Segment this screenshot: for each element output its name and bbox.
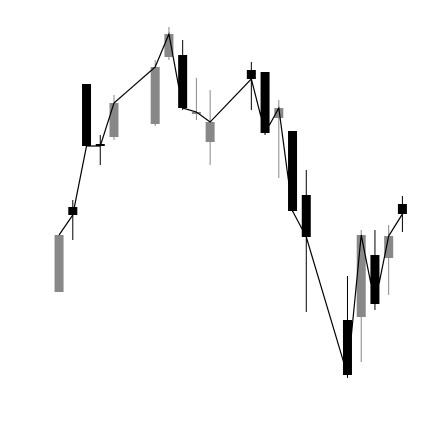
candle-body — [178, 55, 188, 108]
candle-body — [68, 207, 78, 215]
candle-body — [205, 122, 215, 142]
close-line — [58, 31, 403, 376]
candle-body — [370, 255, 380, 304]
candle-body — [342, 320, 352, 375]
candle-body — [260, 72, 270, 133]
candle-body — [274, 108, 284, 118]
candle-body — [356, 235, 366, 317]
candle-body — [191, 112, 201, 114]
candle-body — [54, 235, 64, 292]
candle-body — [82, 84, 92, 146]
candle-body — [288, 131, 298, 211]
candle-body — [109, 103, 119, 137]
candle-body — [164, 34, 174, 57]
candle-body — [150, 67, 160, 124]
candle-body — [397, 204, 407, 214]
candle-body — [384, 236, 394, 258]
candle-body — [246, 70, 256, 79]
candle-body — [301, 195, 311, 237]
